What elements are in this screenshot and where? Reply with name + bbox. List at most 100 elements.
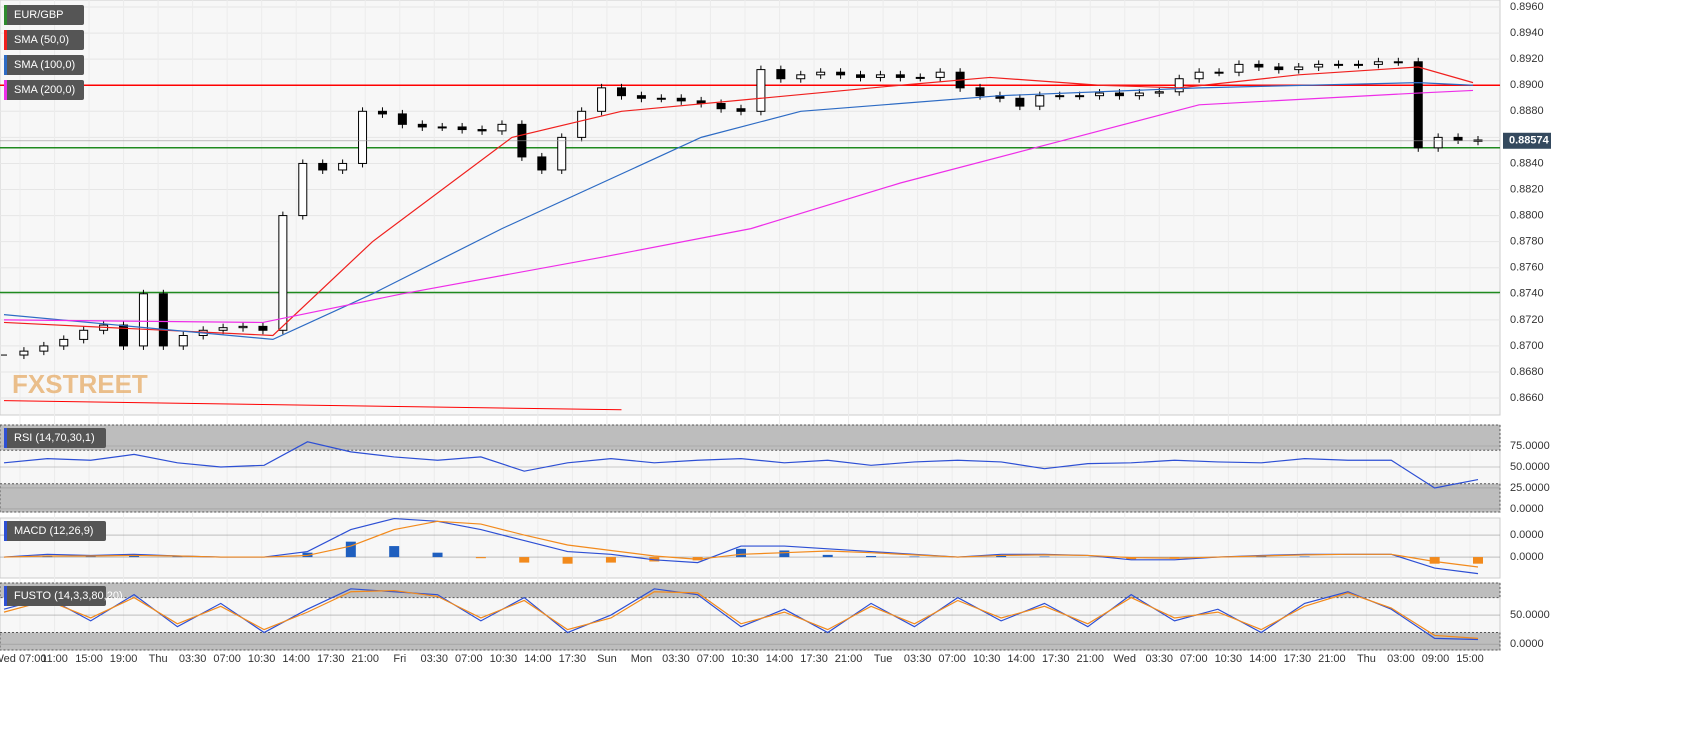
legend-box [4,521,106,541]
legend-label: MACD (12,26,9) [14,525,93,537]
candle [776,69,786,80]
legend-label: EUR/GBP [14,9,64,21]
candle [1234,63,1244,73]
x-tick-label: 03:30 [421,653,449,665]
macd-panel [0,517,1501,579]
histogram-bar [822,554,833,558]
candle [338,162,348,171]
x-tick-label: Fri [393,653,406,665]
x-tick-label: 10:30 [1215,653,1243,665]
candle [477,129,487,132]
last-price-box [1503,132,1551,149]
histogram-bar [389,546,400,558]
legend-box [4,30,84,50]
histogram-bar [1299,556,1310,558]
candle [318,162,328,171]
y-tick-label: 0.8840 [1510,157,1544,169]
candle [258,325,268,331]
candle [1075,95,1085,98]
legend-swatch [4,428,7,448]
series-line [3,441,1479,489]
histogram-bar [129,555,140,558]
candle [1453,136,1463,141]
candle [1393,61,1403,64]
y-tick-label: 0.8760 [1510,262,1544,274]
x-tick-label: Mon [631,653,652,665]
candle [676,97,686,102]
x-tick-label: 17:30 [1042,653,1070,665]
candle [616,87,626,97]
series-line [3,589,1479,639]
main-panel [0,0,1501,416]
legend-swatch [4,55,7,75]
y-tick-label: 0.8740 [1510,288,1544,300]
candle [457,126,467,131]
histogram-bar [1039,556,1050,558]
y-tick-label: 0.0000 [1510,529,1544,541]
candle [1154,91,1164,94]
legend-box [4,428,106,448]
y-tick-label: 50.0000 [1510,461,1550,473]
histogram-bar [736,548,746,558]
y-tick-label: 25.0000 [1510,482,1550,494]
candle [597,87,607,112]
y-tick-label: 0.8920 [1510,53,1544,65]
candle [1334,63,1344,66]
x-tick-label: 07:00 [213,653,241,665]
candle [358,110,368,164]
x-tick-label: 17:30 [559,653,587,665]
candle [796,74,806,80]
y-tick-label: 0.8880 [1510,105,1544,117]
histogram-bar [345,541,356,558]
histogram-bar [1256,556,1267,558]
legend-box [4,586,106,606]
x-tick-label: Thu [1357,653,1376,665]
trend-line [3,400,622,411]
candle [1433,136,1443,149]
candle [39,345,49,352]
histogram-bar [779,550,790,558]
x-tick-label: 07:00 [938,653,966,665]
x-tick-label: 21:00 [351,653,379,665]
candle [377,110,387,115]
candle [1174,78,1184,93]
histogram-bar [519,557,530,563]
candle [1373,61,1383,65]
x-tick-label: 07:00 [1180,653,1208,665]
candle [656,97,666,100]
histogram-bar [172,556,183,558]
candle [875,74,885,78]
y-tick-label: 0.8780 [1510,236,1544,248]
y-tick-label: 0.8820 [1510,183,1544,195]
x-tick-label: 21:00 [1318,653,1346,665]
x-tick-label: 15:00 [75,653,103,665]
x-tick-label: 03:00 [1387,653,1415,665]
x-tick-label: 11:00 [41,653,68,665]
level-band [0,483,1501,513]
candle [537,156,547,171]
candle [915,76,925,79]
candle [716,102,726,110]
x-tick-label: 21:00 [835,653,863,665]
candle [59,338,69,347]
y-tick-label: 0.8680 [1510,366,1544,378]
last-price-label: 0.88574 [1509,135,1550,147]
y-tick-label: 0.8700 [1510,340,1544,352]
candle [437,126,447,129]
candle [557,136,567,171]
candle [1095,92,1105,97]
candle [1055,95,1065,98]
candle [178,334,188,347]
candle [138,293,148,347]
y-tick-label: 0.0000 [1510,551,1544,563]
x-tick-label: 03:30 [1146,653,1174,665]
y-tick-label: 0.0000 [1510,503,1544,515]
y-tick-label: 50.0000 [1510,609,1550,621]
y-tick-label: 0.8900 [1510,79,1544,91]
candle [1134,92,1144,97]
y-tick-label: 0.8940 [1510,27,1544,39]
histogram-bar [562,557,573,564]
x-tick-label: 17:30 [800,653,828,665]
